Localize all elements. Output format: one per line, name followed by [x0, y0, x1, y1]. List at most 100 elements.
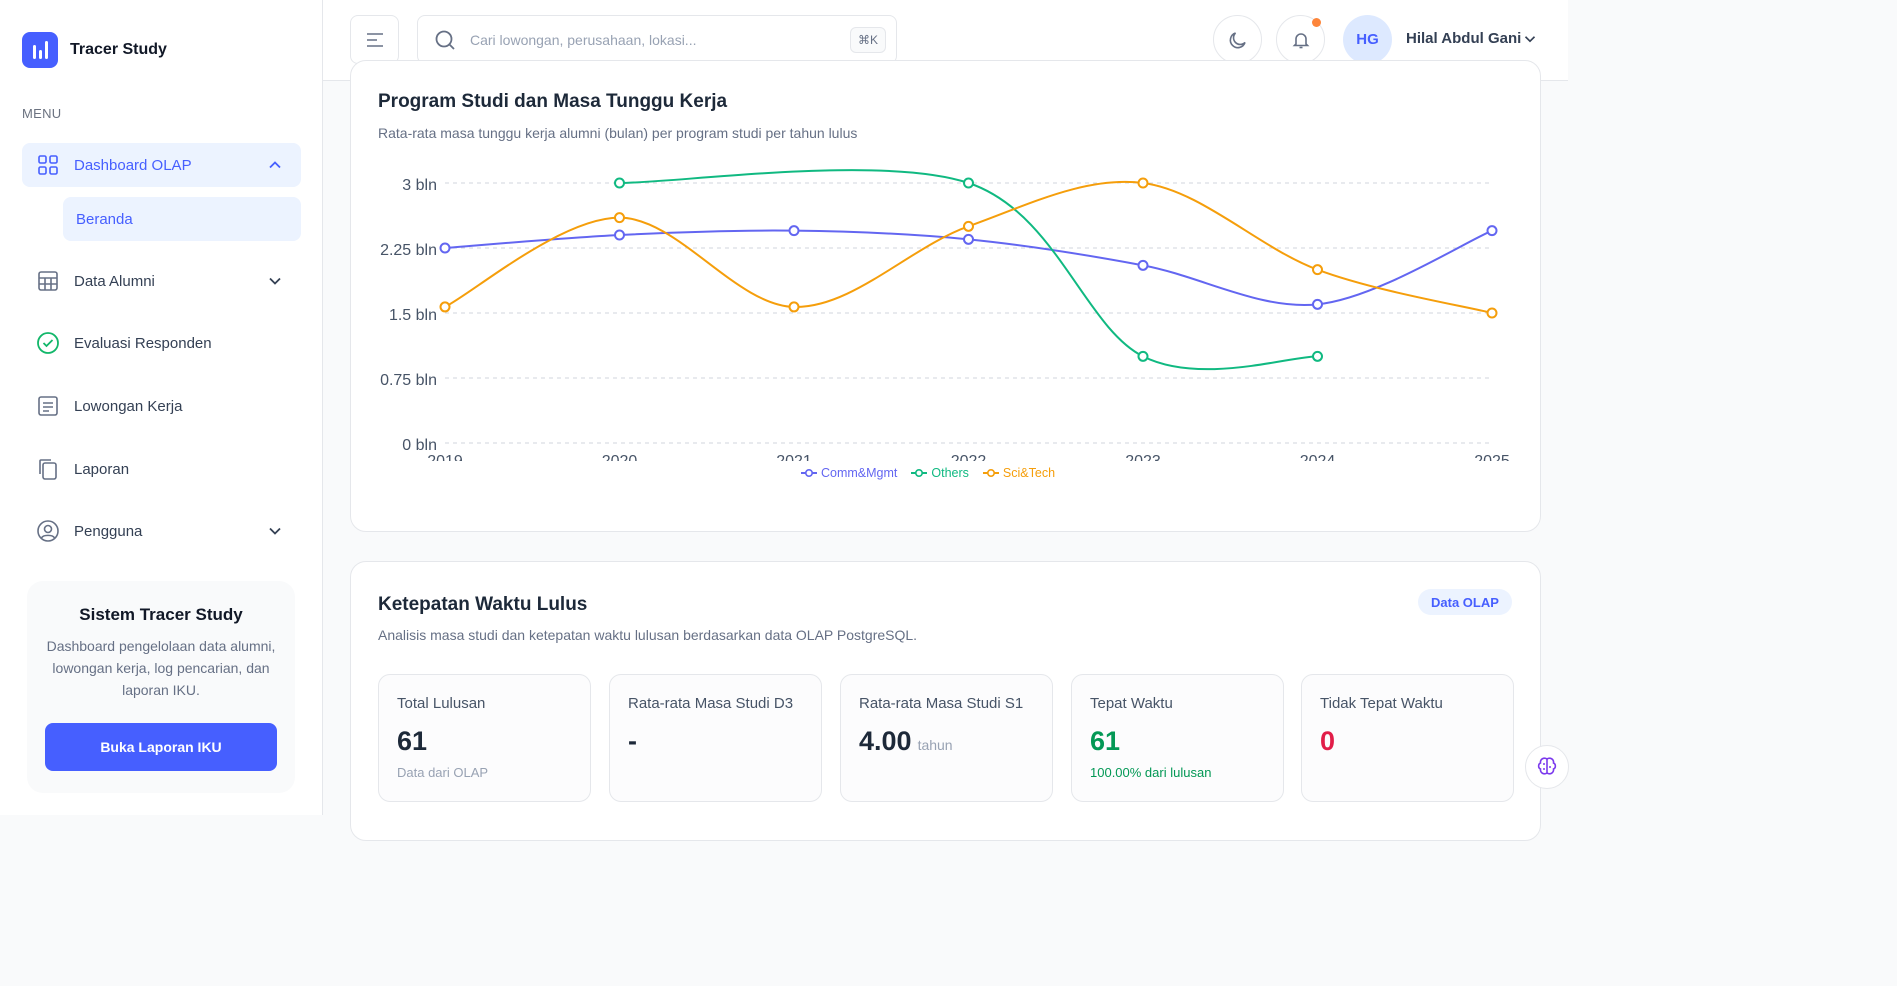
line-chart: 3 bln 2.25 bln 1.5 bln 0.75 bln 0 bln2019 202…: [380, 169, 1510, 461]
stat-note: Data dari OLAP: [397, 765, 489, 780]
x-tick-label: 2020: [602, 453, 638, 461]
sidebar-item-label: Lowongan Kerja: [74, 397, 183, 415]
open-iku-report-button[interactable]: Buka Laporan IKU: [45, 723, 277, 771]
brand[interactable]: Tracer Study: [22, 32, 167, 68]
grad-card-subtitle: Analisis masa studi dan ketepatan waktu …: [378, 627, 918, 643]
check-circle-icon: [36, 331, 60, 355]
stat-label: Total Lulusan: [397, 695, 486, 712]
chevron-down-icon: [269, 527, 281, 535]
moon-icon: [1229, 31, 1246, 48]
hamburger-icon: [366, 32, 383, 47]
chevron-down-icon: [269, 277, 281, 285]
x-tick-label: 2023: [1125, 453, 1161, 461]
y-tick-label: 0 bln: [402, 437, 437, 454]
promo-title: Sistem Tracer Study: [79, 605, 243, 624]
legend-label: Others: [931, 466, 969, 480]
ai-assistant-button[interactable]: [1525, 745, 1569, 789]
brand-name: Tracer Study: [70, 41, 167, 58]
data-point: [788, 225, 800, 237]
list-icon: [36, 394, 60, 418]
stat-value: 61: [1090, 726, 1121, 756]
data-point: [1312, 298, 1323, 310]
data-point: [1137, 177, 1149, 189]
stat-note: 100.00% dari lulusan: [1090, 765, 1212, 780]
stat-value: 61: [397, 726, 428, 756]
graduation-timeliness-card: Ketepatan Waktu Lulus Analisis masa stud…: [350, 561, 1541, 841]
data-point: [1137, 350, 1149, 362]
series-line: [619, 169, 1318, 371]
chevron-down-icon[interactable]: [1521, 30, 1539, 48]
promo-box: Sistem Tracer Study Dashboard pengelolaa…: [27, 581, 295, 793]
data-source-badge: Data OLAP: [1418, 589, 1512, 615]
stat-card-on-time: Tepat Waktu 61 100.00% dari lulusan: [1071, 674, 1284, 802]
menu-toggle-button[interactable]: [350, 15, 399, 64]
chart-card-title: Program Studi dan Masa Tunggu Kerja: [378, 91, 728, 112]
legend-item[interactable]: Comm&Mgmt: [801, 466, 897, 480]
x-tick-label: 2024: [1300, 453, 1336, 461]
y-tick-label: 2.25 bln: [380, 242, 437, 259]
stat-value: 0: [1320, 726, 1336, 756]
x-tick-label: 2025: [1474, 453, 1510, 461]
y-tick-label: 3 bln: [402, 177, 437, 194]
chart-card-subtitle: Rata-rata masa tunggu kerja alumni (bula…: [378, 125, 858, 141]
stat-card-late: Tidak Tepat Waktu 0: [1301, 674, 1514, 802]
data-point: [439, 242, 451, 254]
stat-card-avg-s1: Rata-rata Masa Studi S1 4.00 tahun: [840, 674, 1053, 802]
sidebar-item-label: Laporan: [74, 460, 130, 478]
data-point: [1312, 350, 1323, 362]
y-tick-label: 0.75 bln: [380, 372, 437, 389]
stat-value: -: [628, 726, 637, 756]
y-tick-label: 1.5 bln: [389, 307, 437, 324]
sidebar-subitem-beranda[interactable]: Beranda: [63, 197, 301, 241]
sidebar-item-dashboard-olap[interactable]: Dashboard OLAP: [22, 143, 301, 187]
menu-label: MENU: [22, 106, 62, 121]
legend-marker-icon: [911, 468, 928, 478]
stat-value: 4.00 tahun: [859, 726, 953, 756]
legend-item[interactable]: Others: [911, 466, 969, 480]
sidebar-item-label: Dashboard OLAP: [74, 156, 192, 174]
search-input[interactable]: [470, 31, 830, 48]
x-tick-label: 2022: [951, 453, 987, 461]
stat-unit: tahun: [917, 737, 953, 753]
notifications-button[interactable]: [1276, 15, 1325, 64]
promo-text: Dashboard pengelolaan data alumni, lowon…: [46, 638, 276, 698]
legend-marker-icon: [801, 468, 817, 478]
search-icon: [435, 30, 455, 50]
sidebar-item-pengguna[interactable]: Pengguna: [22, 509, 301, 553]
sidebar-item-evaluasi-responden[interactable]: Evaluasi Responden: [22, 321, 301, 365]
sidebar-item-data-alumni[interactable]: Data Alumni: [22, 259, 301, 303]
search-bar[interactable]: ⌘K: [417, 15, 897, 64]
data-point: [614, 177, 625, 189]
copy-icon: [36, 457, 60, 481]
legend-label: Sci&Tech: [1002, 466, 1056, 480]
legend-marker-icon: [982, 468, 999, 478]
sidebar-item-label: Data Alumni: [74, 272, 155, 290]
legend-item[interactable]: Sci&Tech: [982, 466, 1056, 480]
chart-legend: Comm&Mgmt Others Sci&Tech: [801, 466, 1055, 480]
data-point: [439, 301, 451, 313]
stat-label: Tepat Waktu: [1090, 695, 1173, 712]
data-point: [963, 177, 974, 189]
stat-label: Rata-rata Masa Studi S1: [859, 695, 1024, 712]
avatar[interactable]: HG: [1343, 15, 1392, 64]
sidebar-item-laporan[interactable]: Laporan: [22, 447, 301, 491]
stat-card-avg-d3: Rata-rata Masa Studi D3 -: [609, 674, 822, 802]
waiting-time-chart-card: Program Studi dan Masa Tunggu Kerja Rata…: [350, 60, 1541, 532]
data-point: [1137, 259, 1149, 271]
shortcut-hint: ⌘K: [849, 27, 886, 53]
data-point: [614, 212, 625, 224]
data-point: [614, 229, 625, 241]
user-name[interactable]: Hilal Abdul Gani: [1406, 30, 1522, 47]
brain-icon: [1537, 757, 1557, 775]
data-point: [963, 233, 974, 245]
stat-card-total-graduates: Total Lulusan 61 Data dari OLAP: [378, 674, 591, 802]
legend-label: Comm&Mgmt: [821, 466, 898, 480]
grad-card-title: Ketepatan Waktu Lulus: [378, 594, 588, 615]
bell-icon: [1292, 32, 1309, 48]
stat-label: Tidak Tepat Waktu: [1320, 695, 1443, 712]
chevron-up-icon: [269, 161, 281, 169]
theme-toggle-button[interactable]: [1213, 15, 1262, 64]
stat-label: Rata-rata Masa Studi D3: [628, 695, 794, 712]
sidebar-item-lowongan-kerja[interactable]: Lowongan Kerja: [22, 384, 301, 428]
x-tick-label: 2019: [427, 453, 463, 461]
